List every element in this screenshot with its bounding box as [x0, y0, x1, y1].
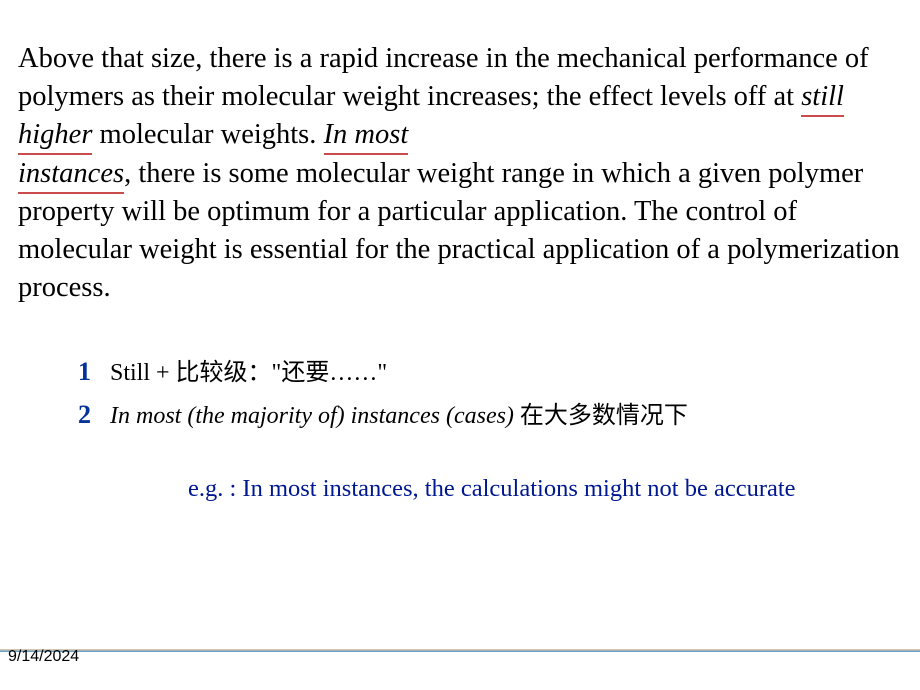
note-number-2: 2: [78, 400, 110, 430]
note-body-2: In most (the majority of) instances (cas…: [110, 395, 688, 430]
underline-instances: instances: [18, 158, 124, 194]
note-2-italic: In most (the majority of) instances (cas…: [110, 403, 514, 429]
note-2-tail: 在大多数情况下: [514, 403, 688, 429]
example-line: e.g. : In most instances, the calculatio…: [188, 475, 902, 503]
text-segment: , there is some molecular weight range i…: [18, 158, 900, 304]
note-row-2: 2 In most (the majority of) instances (c…: [78, 395, 902, 430]
slide: Above that size, there is a rapid increa…: [0, 0, 920, 690]
text-segment: Above that size, there is a rapid increa…: [18, 43, 869, 112]
note-body-1: Still + 比较级："还要……": [110, 352, 387, 387]
note-number-1: 1: [78, 357, 110, 387]
notes-block: 1 Still + 比较级："还要……" 2 In most (the majo…: [78, 352, 902, 503]
main-paragraph: Above that size, there is a rapid increa…: [18, 40, 902, 307]
date-stamp: 9/14/2024: [8, 648, 79, 666]
text-segment: molecular weights.: [92, 119, 323, 150]
note-row-1: 1 Still + 比较级："还要……": [78, 352, 902, 387]
separator-line: [0, 639, 920, 642]
separator-svg: [0, 649, 920, 652]
underline-in-most: In most: [324, 119, 409, 155]
